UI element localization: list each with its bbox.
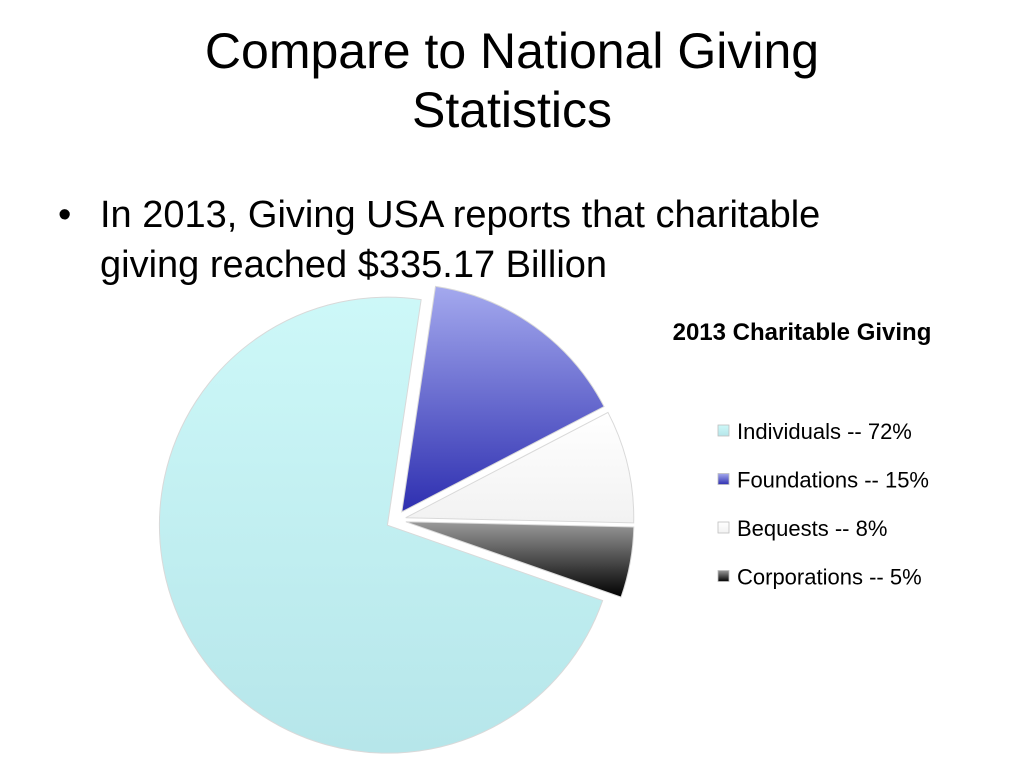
legend-label-corporations: Corporations -- 5% <box>737 565 922 590</box>
pie-slices <box>158 285 635 754</box>
legend-label-individuals: Individuals -- 72% <box>737 419 912 444</box>
legend-label-foundations: Foundations -- 15% <box>737 468 929 493</box>
bullet-marker: • <box>58 194 72 236</box>
bullet-text: In 2013, Giving USA reports that charita… <box>100 190 980 290</box>
pie-slice-corporations <box>405 521 635 598</box>
legend-swatch-corporations <box>717 570 730 582</box>
legend-swatch-individuals <box>717 424 730 437</box>
slide-title-line-1: Compare to National Giving <box>204 23 820 79</box>
slide-title-line-2: Statistics <box>411 82 613 138</box>
legend-swatch-bequests <box>717 521 730 534</box>
bullet-line-2: giving reached $335.17 Billion <box>100 244 608 286</box>
slide-title: Compare to National Giving Statistics <box>0 22 1024 140</box>
chart-title: 2013 Charitable Giving <box>673 319 932 346</box>
bullet-line-1: In 2013, Giving USA reports that charita… <box>100 194 821 236</box>
legend-swatch-foundations <box>717 473 730 485</box>
pie-slice-individuals <box>158 296 604 754</box>
pie-slice-bequests <box>405 411 635 524</box>
legend-label-bequests: Bequests -- 8% <box>737 516 887 541</box>
chart-legend: Individuals -- 72% Foundations -- 15% Bequ… <box>717 419 929 590</box>
pie-slice-foundations <box>401 285 605 513</box>
